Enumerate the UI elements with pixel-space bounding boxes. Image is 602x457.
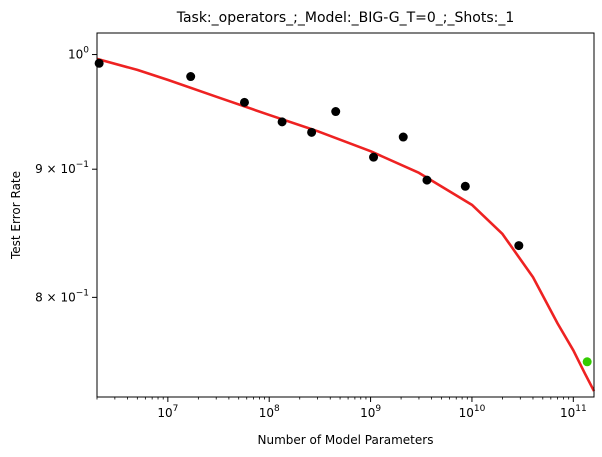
data-point (331, 107, 341, 117)
x-tick-label: 109 (360, 404, 381, 420)
x-tick-label: 1011 (560, 404, 587, 420)
highlight-point (582, 357, 592, 367)
data-point (398, 132, 408, 142)
data-point (369, 152, 379, 162)
x-tick-label: 1010 (459, 404, 486, 420)
y-tick-label: 9 × 10−1 (35, 160, 89, 176)
x-tick-label: 108 (259, 404, 280, 420)
data-point (460, 181, 470, 191)
data-point (514, 241, 524, 251)
data-point (277, 117, 287, 127)
chart-title: Task:_operators_;_Model:_BIG-G_T=0_;_Sho… (176, 10, 515, 26)
plot-frame (96, 32, 595, 398)
data-point (94, 58, 104, 68)
data-point (307, 127, 317, 137)
ticks-layer: 107 108 109 1010 1011 100 9 × 10−1 8 × 10−1 (35, 46, 587, 420)
data-point (239, 97, 249, 107)
data-point (186, 72, 196, 82)
points-layer (94, 58, 592, 367)
x-tick-label: 107 (157, 404, 178, 420)
fit-line (96, 57, 596, 392)
y-tick-label: 100 (68, 46, 89, 62)
data-point (422, 175, 432, 185)
x-axis-label: Number of Model Parameters (258, 433, 434, 447)
fit-layer (96, 57, 596, 392)
y-axis-label: Test Error Rate (9, 171, 23, 260)
y-tick-label: 8 × 10−1 (35, 288, 89, 304)
